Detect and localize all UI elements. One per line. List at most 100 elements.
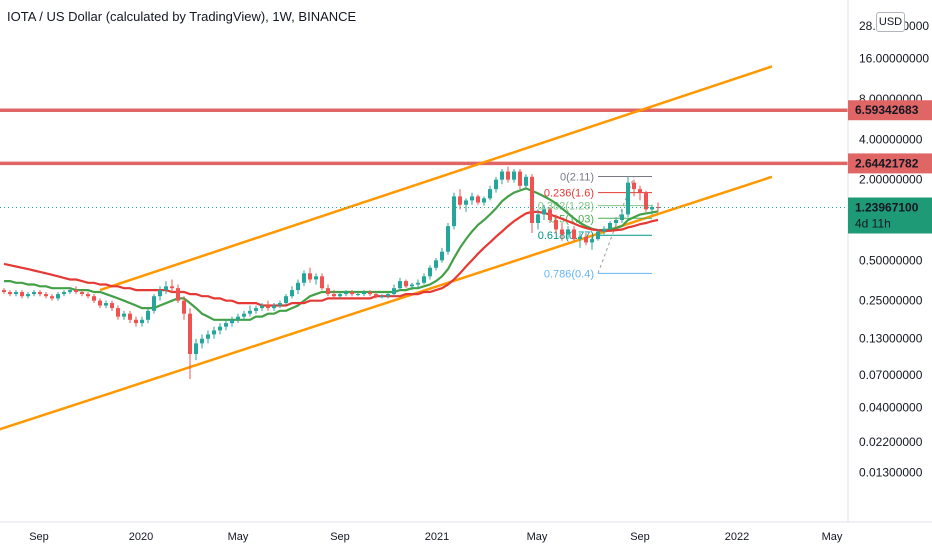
candle[interactable] [578,232,582,248]
candle[interactable] [26,292,30,299]
candle[interactable] [500,169,504,185]
candle[interactable] [38,290,42,297]
candle[interactable] [386,292,390,299]
candle[interactable] [2,288,6,295]
candle[interactable] [506,166,510,183]
candle[interactable] [134,316,138,327]
candle[interactable] [566,226,570,240]
candle[interactable] [254,305,258,314]
candle[interactable] [362,290,366,297]
candle[interactable] [626,176,630,218]
candle[interactable] [206,330,210,344]
candle[interactable] [416,279,420,289]
candle[interactable] [446,222,450,255]
candle[interactable] [308,267,312,283]
candle[interactable] [86,292,90,299]
candle[interactable] [338,292,342,299]
candle[interactable] [176,284,180,304]
candle[interactable] [128,310,132,324]
candle[interactable] [572,226,576,241]
candle[interactable] [554,214,558,233]
candle[interactable] [488,185,492,201]
candle[interactable] [98,298,102,309]
candle[interactable] [74,286,78,295]
candle[interactable] [368,290,372,297]
candle[interactable] [608,221,612,231]
candle[interactable] [638,185,642,201]
candle[interactable] [632,179,636,197]
candle[interactable] [224,319,228,331]
candle[interactable] [590,236,594,250]
candle[interactable] [428,265,432,280]
candle[interactable] [584,232,588,246]
candle[interactable] [356,292,360,297]
candle[interactable] [68,288,72,295]
candle[interactable] [614,217,618,227]
candle[interactable] [260,303,264,311]
candle[interactable] [14,290,18,297]
candle[interactable] [320,273,324,291]
candle[interactable] [650,204,654,215]
candle[interactable] [458,189,462,210]
candle[interactable] [278,300,282,309]
candle[interactable] [212,326,216,339]
candle[interactable] [296,279,300,295]
candle[interactable] [242,310,246,320]
candle[interactable] [32,290,36,297]
candle[interactable] [656,202,660,212]
candle[interactable] [194,338,198,361]
candle[interactable] [152,294,156,314]
candle[interactable] [182,296,186,320]
candle[interactable] [434,258,438,271]
candle[interactable] [116,305,120,320]
current-price-badge[interactable]: 1.23967100 4d 11h [848,197,932,234]
candle[interactable] [524,174,528,190]
candle[interactable] [92,294,96,304]
candle[interactable] [230,316,234,327]
candle[interactable] [56,292,60,301]
candle[interactable] [392,284,396,297]
candle[interactable] [350,290,354,297]
candle[interactable] [284,294,288,306]
candle[interactable] [158,286,162,301]
plot-area[interactable]: 0(2.11)0.236(1.6)0.382(1.28)0.5(1.03)0.6… [0,65,848,475]
candle[interactable] [536,209,540,230]
candle[interactable] [476,194,480,205]
candle[interactable] [44,292,48,299]
candle[interactable] [290,286,294,299]
candle[interactable] [560,222,564,241]
candle[interactable] [422,273,426,285]
candle[interactable] [548,207,552,223]
channel-upper-line[interactable] [99,65,773,292]
candle[interactable] [380,294,384,299]
candle[interactable] [482,196,486,206]
candle[interactable] [314,273,318,285]
candle[interactable] [644,190,648,212]
candle[interactable] [452,192,456,230]
candle[interactable] [530,174,534,233]
candle[interactable] [200,334,204,349]
currency-label[interactable]: USD [876,12,905,32]
candle[interactable] [404,279,408,289]
candle[interactable] [440,247,444,263]
candle[interactable] [50,294,54,301]
candle[interactable] [188,308,192,380]
candle[interactable] [410,282,414,291]
time-axis[interactable]: Sep 2020 May Sep 2021 May Sep 2022 May [0,521,932,543]
candle[interactable] [236,313,240,324]
candle[interactable] [248,305,252,317]
moving-average-fast[interactable] [4,187,659,321]
candle[interactable] [122,310,126,320]
candle[interactable] [218,323,222,335]
candle[interactable] [164,281,168,295]
candle[interactable] [302,270,306,287]
candle[interactable] [518,169,522,190]
candle[interactable] [332,290,336,299]
candle[interactable] [62,290,66,297]
candle[interactable] [494,176,498,193]
candle[interactable] [170,279,174,293]
resistance-price-badge[interactable]: 6.59342683 [848,100,932,121]
candles[interactable] [2,166,660,380]
resistance-price-badge[interactable]: 2.64421782 [848,153,932,174]
